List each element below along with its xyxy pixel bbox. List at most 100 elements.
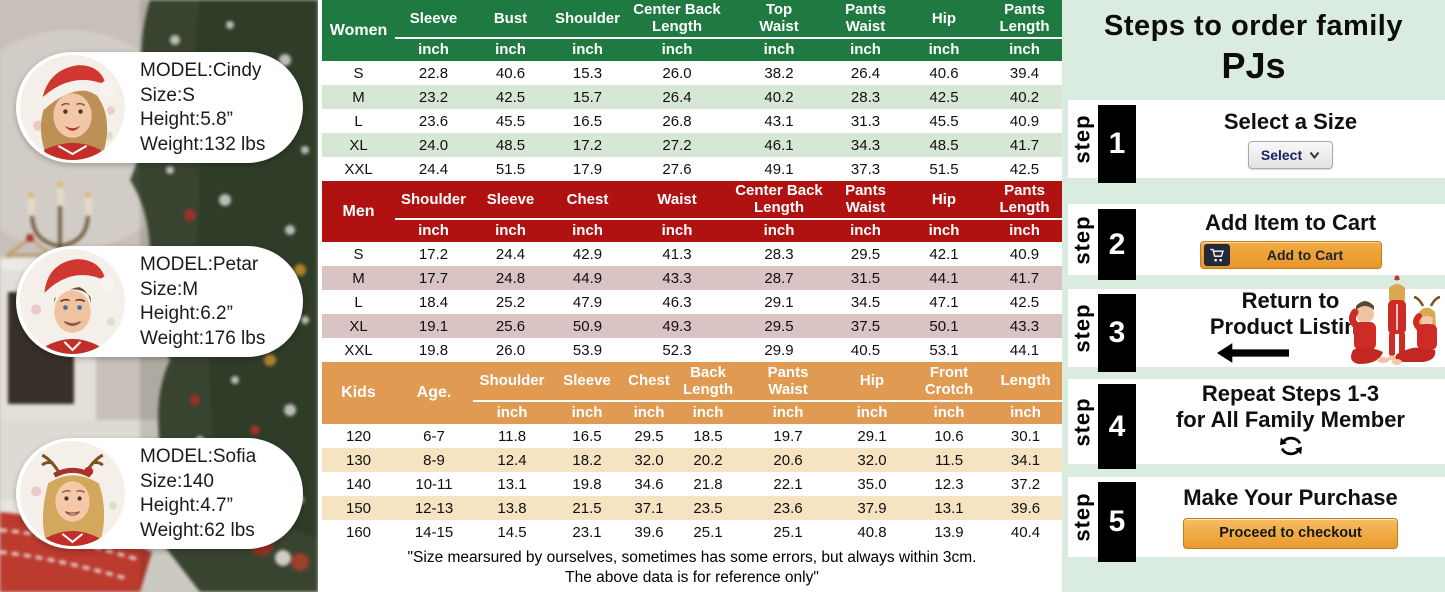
- cell-value: 27.2: [662, 136, 692, 154]
- step-number-text: 1: [1108, 127, 1126, 160]
- row-label: 130: [345, 451, 372, 469]
- model-size: Size:M: [140, 278, 199, 300]
- model-weight: Weight:132 lbs: [140, 133, 266, 155]
- unit-header: inch: [763, 40, 795, 58]
- table-row: M 23.2 42.5 15.7 26.4 40.2 28.3 42.5 40.2: [322, 85, 1062, 109]
- table-row: 140 10-11 13.1 19.8 34.6 21.8 22.1 35.0 12.3 37.2: [322, 472, 1062, 496]
- table-row: 160 14-15 14.5 23.1 39.6 25.1 25.1 40.8 13.9 40.4: [322, 520, 1062, 544]
- cell-value: 11.5: [934, 451, 964, 469]
- step-word-label: step: [1068, 215, 1098, 264]
- step-word-text: step: [1070, 114, 1095, 164]
- cell-value: 13.1: [934, 499, 964, 517]
- column-header: Back Length: [675, 362, 741, 402]
- unit-header: inch: [850, 40, 881, 58]
- cell-value: 26.4: [850, 64, 881, 82]
- cell-value: 48.5: [495, 136, 526, 154]
- checkout-label: Proceed to checkout: [1219, 524, 1362, 541]
- step-number-text: 4: [1108, 409, 1126, 443]
- cell-value: 23.5: [693, 499, 723, 517]
- model-weight: Weight:176 lbs: [140, 327, 266, 349]
- add-to-cart-label: Add to Cart: [1266, 247, 1344, 264]
- cell-value: 40.4: [1010, 523, 1041, 541]
- cell-value: 51.5: [929, 160, 959, 178]
- cell-value: 29.5: [850, 245, 881, 263]
- column-header: Shoulder: [473, 362, 551, 402]
- unit-header: inch: [928, 40, 960, 58]
- cell-value: 24.0: [418, 136, 449, 154]
- column-header: Pants Length: [987, 0, 1062, 39]
- cell-value: 40.6: [929, 64, 959, 82]
- cell-value: 15.7: [572, 88, 603, 106]
- cell-value: 22.8: [418, 64, 449, 82]
- unit-header: inch: [633, 403, 665, 421]
- column-header: Hip: [901, 0, 987, 39]
- unit-header: inch: [661, 221, 693, 239]
- cell-value: 10.6: [934, 427, 964, 445]
- table-row: 120 6-7 11.8 16.5 29.5 18.5 19.7 29.1 10.6 30.1: [322, 424, 1062, 448]
- cell-value: 39.6: [1010, 499, 1041, 517]
- column-header: Chest: [549, 181, 626, 220]
- cell-value: 31.3: [850, 112, 881, 130]
- column-header: Sleeve: [551, 362, 623, 402]
- row-label: 120: [345, 427, 372, 445]
- cell-value: 42.1: [929, 245, 959, 263]
- table-label: Kids: [341, 384, 376, 402]
- row-label: S: [353, 245, 364, 263]
- cell-value: 21.5: [572, 499, 602, 517]
- cell-value: 24.4: [495, 245, 526, 263]
- size-select-dropdown[interactable]: Select: [1247, 141, 1334, 170]
- cell-value: 18.5: [693, 427, 723, 445]
- proceed-to-checkout-button[interactable]: Proceed to checkout: [1183, 517, 1398, 549]
- cell-value: 23.2: [418, 88, 449, 106]
- cell-value: 19.1: [418, 317, 449, 335]
- step-word-label: step: [1068, 492, 1098, 541]
- models-photo-panel: MODEL:Cindy Size:S Height:5.8” Weight:13…: [0, 0, 318, 592]
- cell-value: 18.2: [572, 451, 602, 469]
- cell-value: 45.5: [495, 112, 526, 130]
- step-number-5: 5: [1098, 482, 1136, 562]
- table-label: Age.: [416, 384, 452, 402]
- unit-header: inch: [850, 221, 881, 239]
- row-label: XL: [349, 136, 368, 154]
- cell-value: 25.1: [693, 523, 723, 541]
- add-to-cart-button[interactable]: Add to Cart: [1199, 241, 1382, 270]
- cell-value: 37.9: [857, 499, 887, 517]
- model-name: MODEL:Cindy: [140, 60, 262, 81]
- model-height: Height:6.2”: [140, 303, 233, 324]
- unit-header: inch: [856, 403, 888, 421]
- row-label: S: [353, 64, 364, 82]
- unit-header: inch: [495, 40, 526, 58]
- table-row: 130 8-9 12.4 18.2 32.0 20.2 20.6 32.0 11.5 34.1: [322, 448, 1062, 472]
- cell-value: 43.3: [1009, 317, 1040, 335]
- row-label: L: [354, 293, 363, 311]
- cell-value: 37.5: [850, 317, 881, 335]
- table-row: XL 24.0 48.5 17.2 27.2 46.1 34.3 48.5 41.7: [322, 133, 1062, 157]
- cell-value: 50.1: [929, 317, 959, 335]
- step-1-title: Select a Size: [1223, 108, 1358, 134]
- column-header: Sleeve: [395, 0, 472, 39]
- women-size-table: Women Sleeve Bust Shoulder Center Back Lengt…: [322, 0, 1062, 181]
- step-card-1: step 1 Select a Size Select: [1068, 100, 1445, 183]
- row-label: 8-9: [423, 451, 445, 469]
- step-number-2: 2: [1098, 209, 1136, 280]
- cell-value: 45.5: [929, 112, 959, 130]
- cell-value: 44.1: [1009, 341, 1040, 359]
- unit-header: inch: [1009, 221, 1040, 239]
- cell-value: 44.1: [929, 269, 959, 287]
- unit-header: inch: [572, 221, 603, 239]
- men-size-table: Men Shoulder Sleeve Chest Waist Center Back L…: [322, 181, 1062, 362]
- cell-value: 40.9: [1009, 112, 1040, 130]
- unit-header: inch: [661, 40, 693, 58]
- table-row: XXL 19.8 26.0 53.9 52.3 29.9 40.5 53.1 44.1: [322, 338, 1062, 362]
- cell-value: 42.5: [1009, 293, 1040, 311]
- column-header: Length: [989, 362, 1062, 402]
- cell-value: 25.6: [495, 317, 526, 335]
- cell-value: 13.1: [497, 475, 527, 493]
- cell-value: 26.8: [662, 112, 692, 130]
- cell-value: 13.9: [934, 523, 964, 541]
- cell-value: 34.1: [1010, 451, 1041, 469]
- row-label: L: [354, 112, 363, 130]
- unit-header: inch: [495, 221, 526, 239]
- model-card-sofia: MODEL:Sofia Size:140 Height:4.7” Weight:…: [16, 438, 303, 549]
- cell-value: 23.1: [572, 523, 602, 541]
